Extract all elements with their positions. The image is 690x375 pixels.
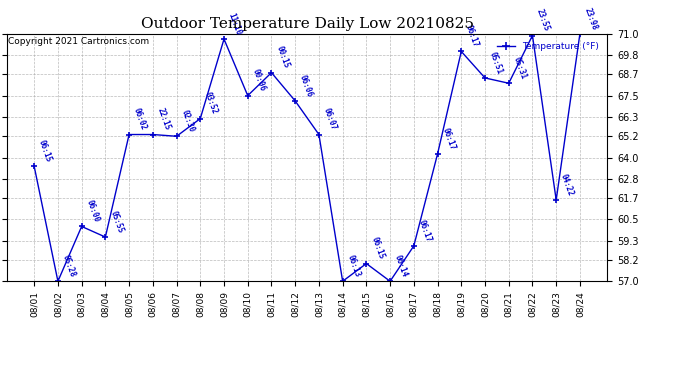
Text: 06:17: 06:17 bbox=[417, 218, 433, 243]
Text: 06:14: 06:14 bbox=[393, 254, 409, 279]
Text: 00:06: 00:06 bbox=[250, 68, 267, 93]
Title: Outdoor Temperature Daily Low 20210825: Outdoor Temperature Daily Low 20210825 bbox=[141, 17, 473, 31]
Text: 06:02: 06:02 bbox=[132, 107, 148, 132]
Text: 23:98: 23:98 bbox=[582, 6, 599, 31]
Text: Copyright 2021 Cartronics.com: Copyright 2021 Cartronics.com bbox=[8, 38, 149, 46]
Text: 03:52: 03:52 bbox=[203, 91, 219, 116]
Text: 04:22: 04:22 bbox=[559, 172, 575, 197]
Text: 23:55: 23:55 bbox=[535, 8, 551, 33]
Text: 05:31: 05:31 bbox=[511, 56, 528, 81]
Text: 05:55: 05:55 bbox=[108, 210, 124, 234]
Text: 05:28: 05:28 bbox=[61, 254, 77, 279]
Text: 22:15: 22:15 bbox=[156, 107, 172, 132]
Text: 02:30: 02:30 bbox=[179, 109, 196, 134]
Legend: Temperature (°F): Temperature (°F) bbox=[493, 38, 602, 54]
Text: 06:17: 06:17 bbox=[440, 126, 457, 151]
Text: 06:00: 06:00 bbox=[84, 199, 101, 223]
Text: 06:15: 06:15 bbox=[369, 236, 386, 261]
Text: 06:15: 06:15 bbox=[37, 139, 53, 164]
Text: 06:07: 06:07 bbox=[322, 107, 338, 132]
Text: 00:15: 00:15 bbox=[274, 45, 290, 70]
Text: 05:51: 05:51 bbox=[488, 50, 504, 75]
Text: 11:10: 11:10 bbox=[227, 12, 243, 36]
Text: 06:13: 06:13 bbox=[346, 254, 362, 279]
Text: 06:17: 06:17 bbox=[464, 24, 480, 49]
Text: 06:06: 06:06 bbox=[298, 74, 315, 98]
